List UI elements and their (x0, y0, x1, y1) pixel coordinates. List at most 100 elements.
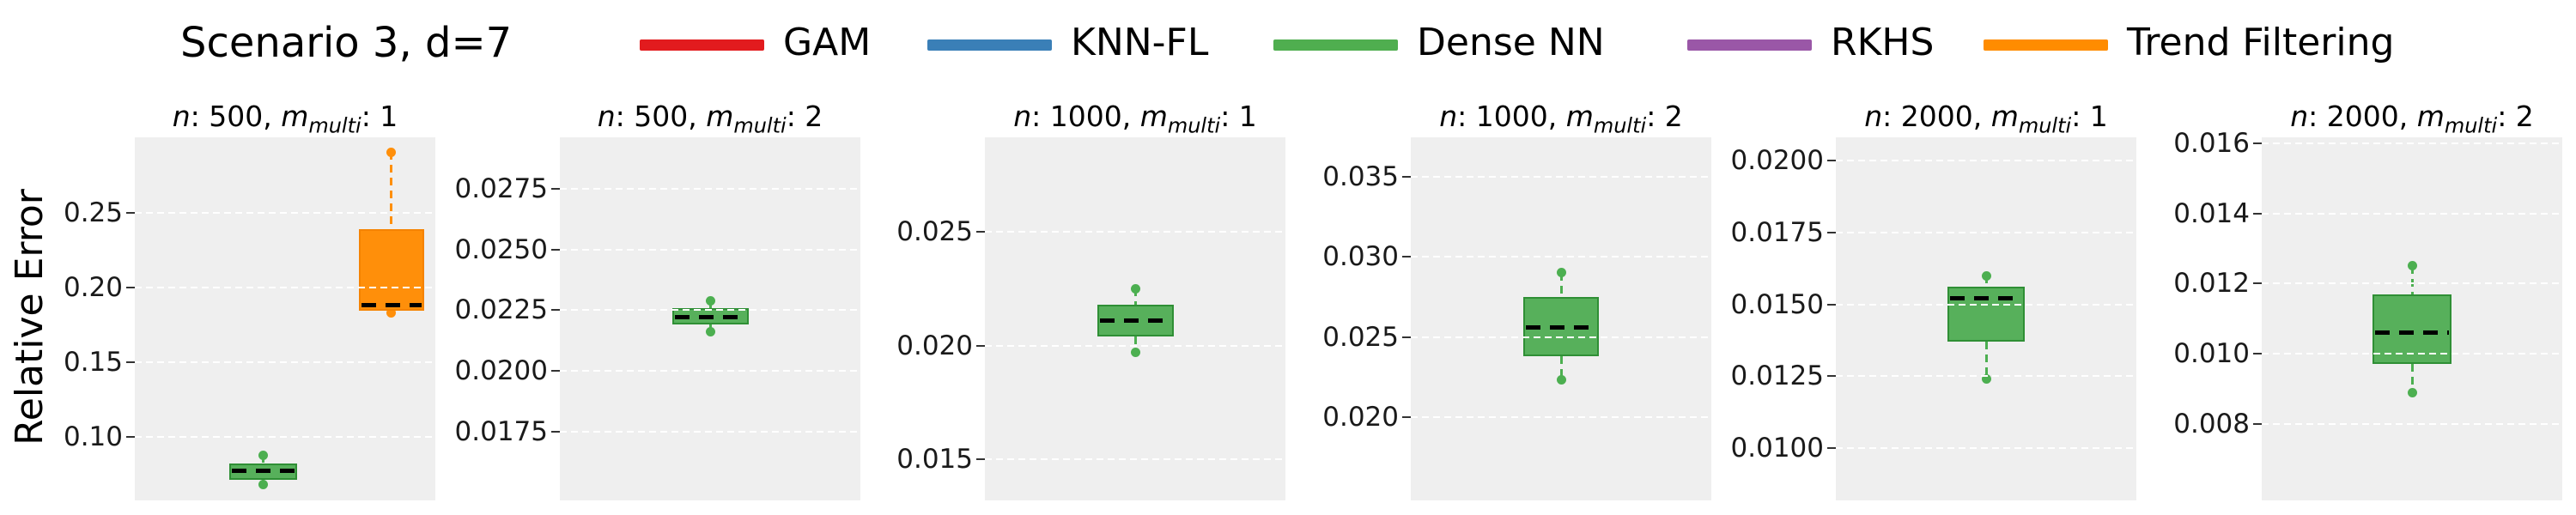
gridline (1411, 336, 1711, 338)
y-tick-mark (976, 458, 985, 461)
whisker-upper-dense-nn (261, 455, 264, 464)
legend-swatch-gam (640, 39, 764, 51)
y-tick-label: 0.0175 (1730, 216, 1824, 248)
y-tick-label: 0.030 (1322, 241, 1399, 273)
whisker-lower-dense-nn (1133, 336, 1137, 353)
y-tick-label: 0.010 (2173, 338, 2250, 370)
whisker-cap-top-dot (1981, 270, 1991, 281)
y-tick-label: 0.0100 (1730, 433, 1824, 464)
y-tick-mark (1402, 175, 1411, 178)
gridline (560, 187, 860, 190)
mean-line-dense-nn (2375, 330, 2449, 336)
whisker-cap-bottom-dot (1981, 374, 1991, 385)
subplot-title: n: 500, mmulti: 2 (597, 100, 823, 138)
y-tick-label: 0.0125 (1730, 360, 1824, 392)
mean-line-dense-nn (231, 468, 295, 473)
y-tick-mark (2253, 212, 2262, 215)
y-tick-mark (1827, 303, 1836, 306)
legend-swatch-trend-filtering (1984, 39, 2108, 51)
y-tick-mark (976, 230, 985, 233)
whisker-cap-top-dot (258, 450, 268, 460)
mean-line-dense-nn (1526, 324, 1596, 330)
subplot-title: n: 2000, mmulti: 2 (2290, 100, 2534, 138)
y-tick-label: 0.0150 (1730, 288, 1824, 320)
y-tick-label: 0.020 (896, 330, 973, 361)
y-tick-label: 0.0200 (1730, 145, 1824, 177)
y-tick-mark (1827, 160, 1836, 162)
box-dense-nn (1523, 296, 1599, 356)
whisker-upper-dense-nn (2410, 265, 2414, 294)
y-tick-mark (976, 344, 985, 347)
gridline (985, 344, 1285, 347)
whisker-cap-top-dot (705, 295, 715, 306)
y-tick-mark (2253, 353, 2262, 355)
whisker-cap-top-dot (1556, 268, 1566, 278)
gridline (1836, 447, 2136, 450)
y-tick-label: 0.015 (896, 444, 973, 476)
gridline (985, 230, 1285, 233)
gridline (135, 361, 435, 364)
whisker-cap-bottom-dot (1130, 347, 1140, 357)
gridline (560, 370, 860, 373)
y-tick-label: 0.025 (896, 215, 973, 247)
legend-label: Dense NN (1417, 21, 1605, 64)
gridline (1411, 175, 1711, 178)
gridline (1836, 231, 2136, 233)
gridline (135, 212, 435, 215)
gridline (1836, 375, 2136, 378)
whisker-upper-dense-nn (1133, 288, 1137, 305)
y-tick-label: 0.035 (1322, 161, 1399, 192)
legend-swatch-rkhs (1687, 39, 1812, 51)
subplot-title: n: 1000, mmulti: 1 (1013, 100, 1257, 138)
y-tick-label: 0.0275 (454, 173, 548, 204)
whisker-lower-dense-nn (261, 479, 264, 485)
gridline (2262, 212, 2562, 215)
whisker-cap-top-dot (2407, 261, 2417, 271)
plot-area (135, 137, 435, 500)
y-tick-mark (1827, 375, 1836, 378)
gridline (135, 287, 435, 289)
whisker-upper-trend-filtering (390, 152, 393, 230)
gridline (560, 248, 860, 251)
whisker-lower-dense-nn (708, 324, 712, 332)
y-tick-mark (126, 287, 135, 289)
box-dense-nn (1097, 304, 1174, 336)
box-trend-filtering (358, 229, 424, 311)
gridline (1836, 303, 2136, 306)
figure-legend-title: Scenario 3, d=7 (180, 19, 513, 67)
box-dense-nn (228, 464, 297, 480)
whisker-cap-bottom-dot (705, 327, 715, 337)
gridline (560, 430, 860, 433)
legend-label: RKHS (1831, 21, 1935, 64)
y-tick-mark (2253, 282, 2262, 285)
y-tick-label: 0.0250 (454, 233, 548, 265)
y-tick-label: 0.008 (2173, 408, 2250, 439)
whisker-upper-dense-nn (1559, 272, 1563, 297)
y-tick-mark (551, 309, 560, 312)
whisker-cap-bottom-dot (258, 480, 268, 490)
y-tick-label: 0.020 (1322, 401, 1399, 433)
whisker-lower-trend-filtering (390, 311, 393, 313)
legend-label: KNN-FL (1071, 21, 1209, 64)
plot-area (2262, 137, 2562, 500)
mean-line-dense-nn (1099, 318, 1171, 323)
gridline (1836, 160, 2136, 162)
box-dense-nn (2372, 294, 2451, 365)
whisker-lower-dense-nn (1559, 355, 1563, 380)
y-tick-mark (126, 361, 135, 364)
legend-label: GAM (783, 21, 872, 64)
plot-area (1411, 137, 1711, 500)
whisker-upper-dense-nn (708, 300, 712, 308)
y-tick-label: 0.0225 (454, 294, 548, 326)
y-tick-mark (1827, 231, 1836, 233)
subplot-title: n: 500, mmulti: 1 (172, 100, 398, 138)
gridline (985, 458, 1285, 461)
box-dense-nn (671, 307, 749, 325)
legend-label: Trend Filtering (2127, 21, 2395, 64)
plot-area (1836, 137, 2136, 500)
y-tick-mark (126, 436, 135, 439)
y-tick-label: 0.0200 (454, 355, 548, 387)
y-tick-mark (551, 430, 560, 433)
